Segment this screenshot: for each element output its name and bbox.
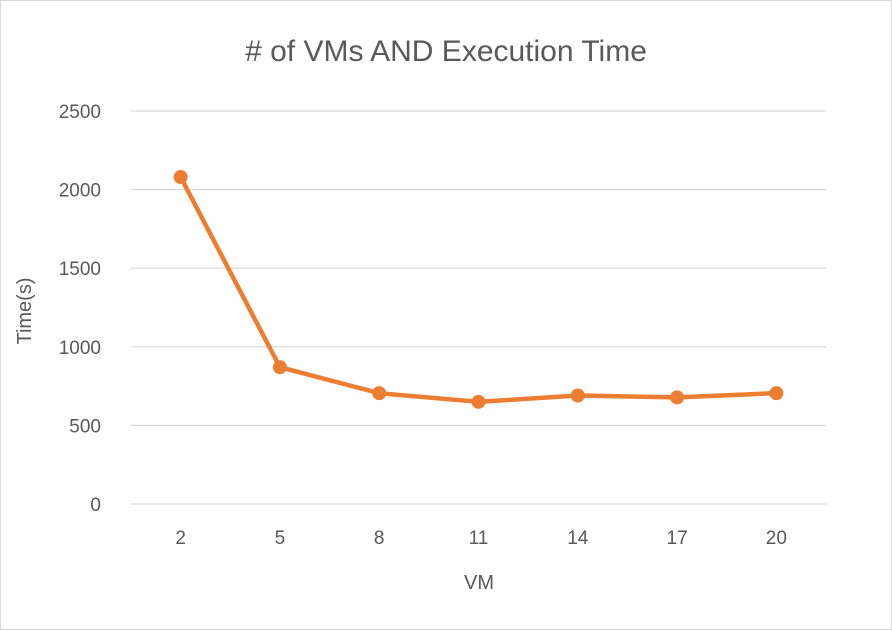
x-axis-ticks: 2 5 8 11 14 17 20 xyxy=(175,528,787,549)
data-point-8 xyxy=(372,386,387,401)
x-tick-label: 17 xyxy=(667,528,688,549)
y-axis-title: Time(s) xyxy=(14,277,36,344)
data-point-11 xyxy=(471,394,486,409)
series-line xyxy=(178,174,779,405)
series-group xyxy=(173,170,784,409)
data-point-17 xyxy=(670,390,685,405)
x-tick-label: 14 xyxy=(567,528,589,549)
y-tick-label: 500 xyxy=(69,416,101,437)
x-tick-label: 20 xyxy=(766,528,787,549)
x-tick-label: 5 xyxy=(275,528,286,549)
y-axis-ticks: 0 500 1000 1500 2000 2500 xyxy=(59,102,101,516)
y-tick-label: 0 xyxy=(90,495,101,516)
y-tick-label: 2500 xyxy=(59,102,101,123)
y-tick-label: 1500 xyxy=(59,259,101,280)
data-point-2 xyxy=(173,170,188,185)
x-tick-label: 11 xyxy=(469,528,489,549)
x-tick-label: 2 xyxy=(175,528,186,549)
y-tick-label: 2000 xyxy=(59,181,101,202)
data-point-5 xyxy=(272,360,287,375)
gridlines xyxy=(131,110,826,505)
chart-title: # of VMs AND Execution Time xyxy=(245,35,647,68)
x-tick-label: 8 xyxy=(374,528,385,549)
y-tick-label: 1000 xyxy=(59,338,101,359)
data-point-20 xyxy=(769,386,784,401)
data-point-14 xyxy=(570,388,585,403)
x-axis-title: VM xyxy=(464,572,494,594)
